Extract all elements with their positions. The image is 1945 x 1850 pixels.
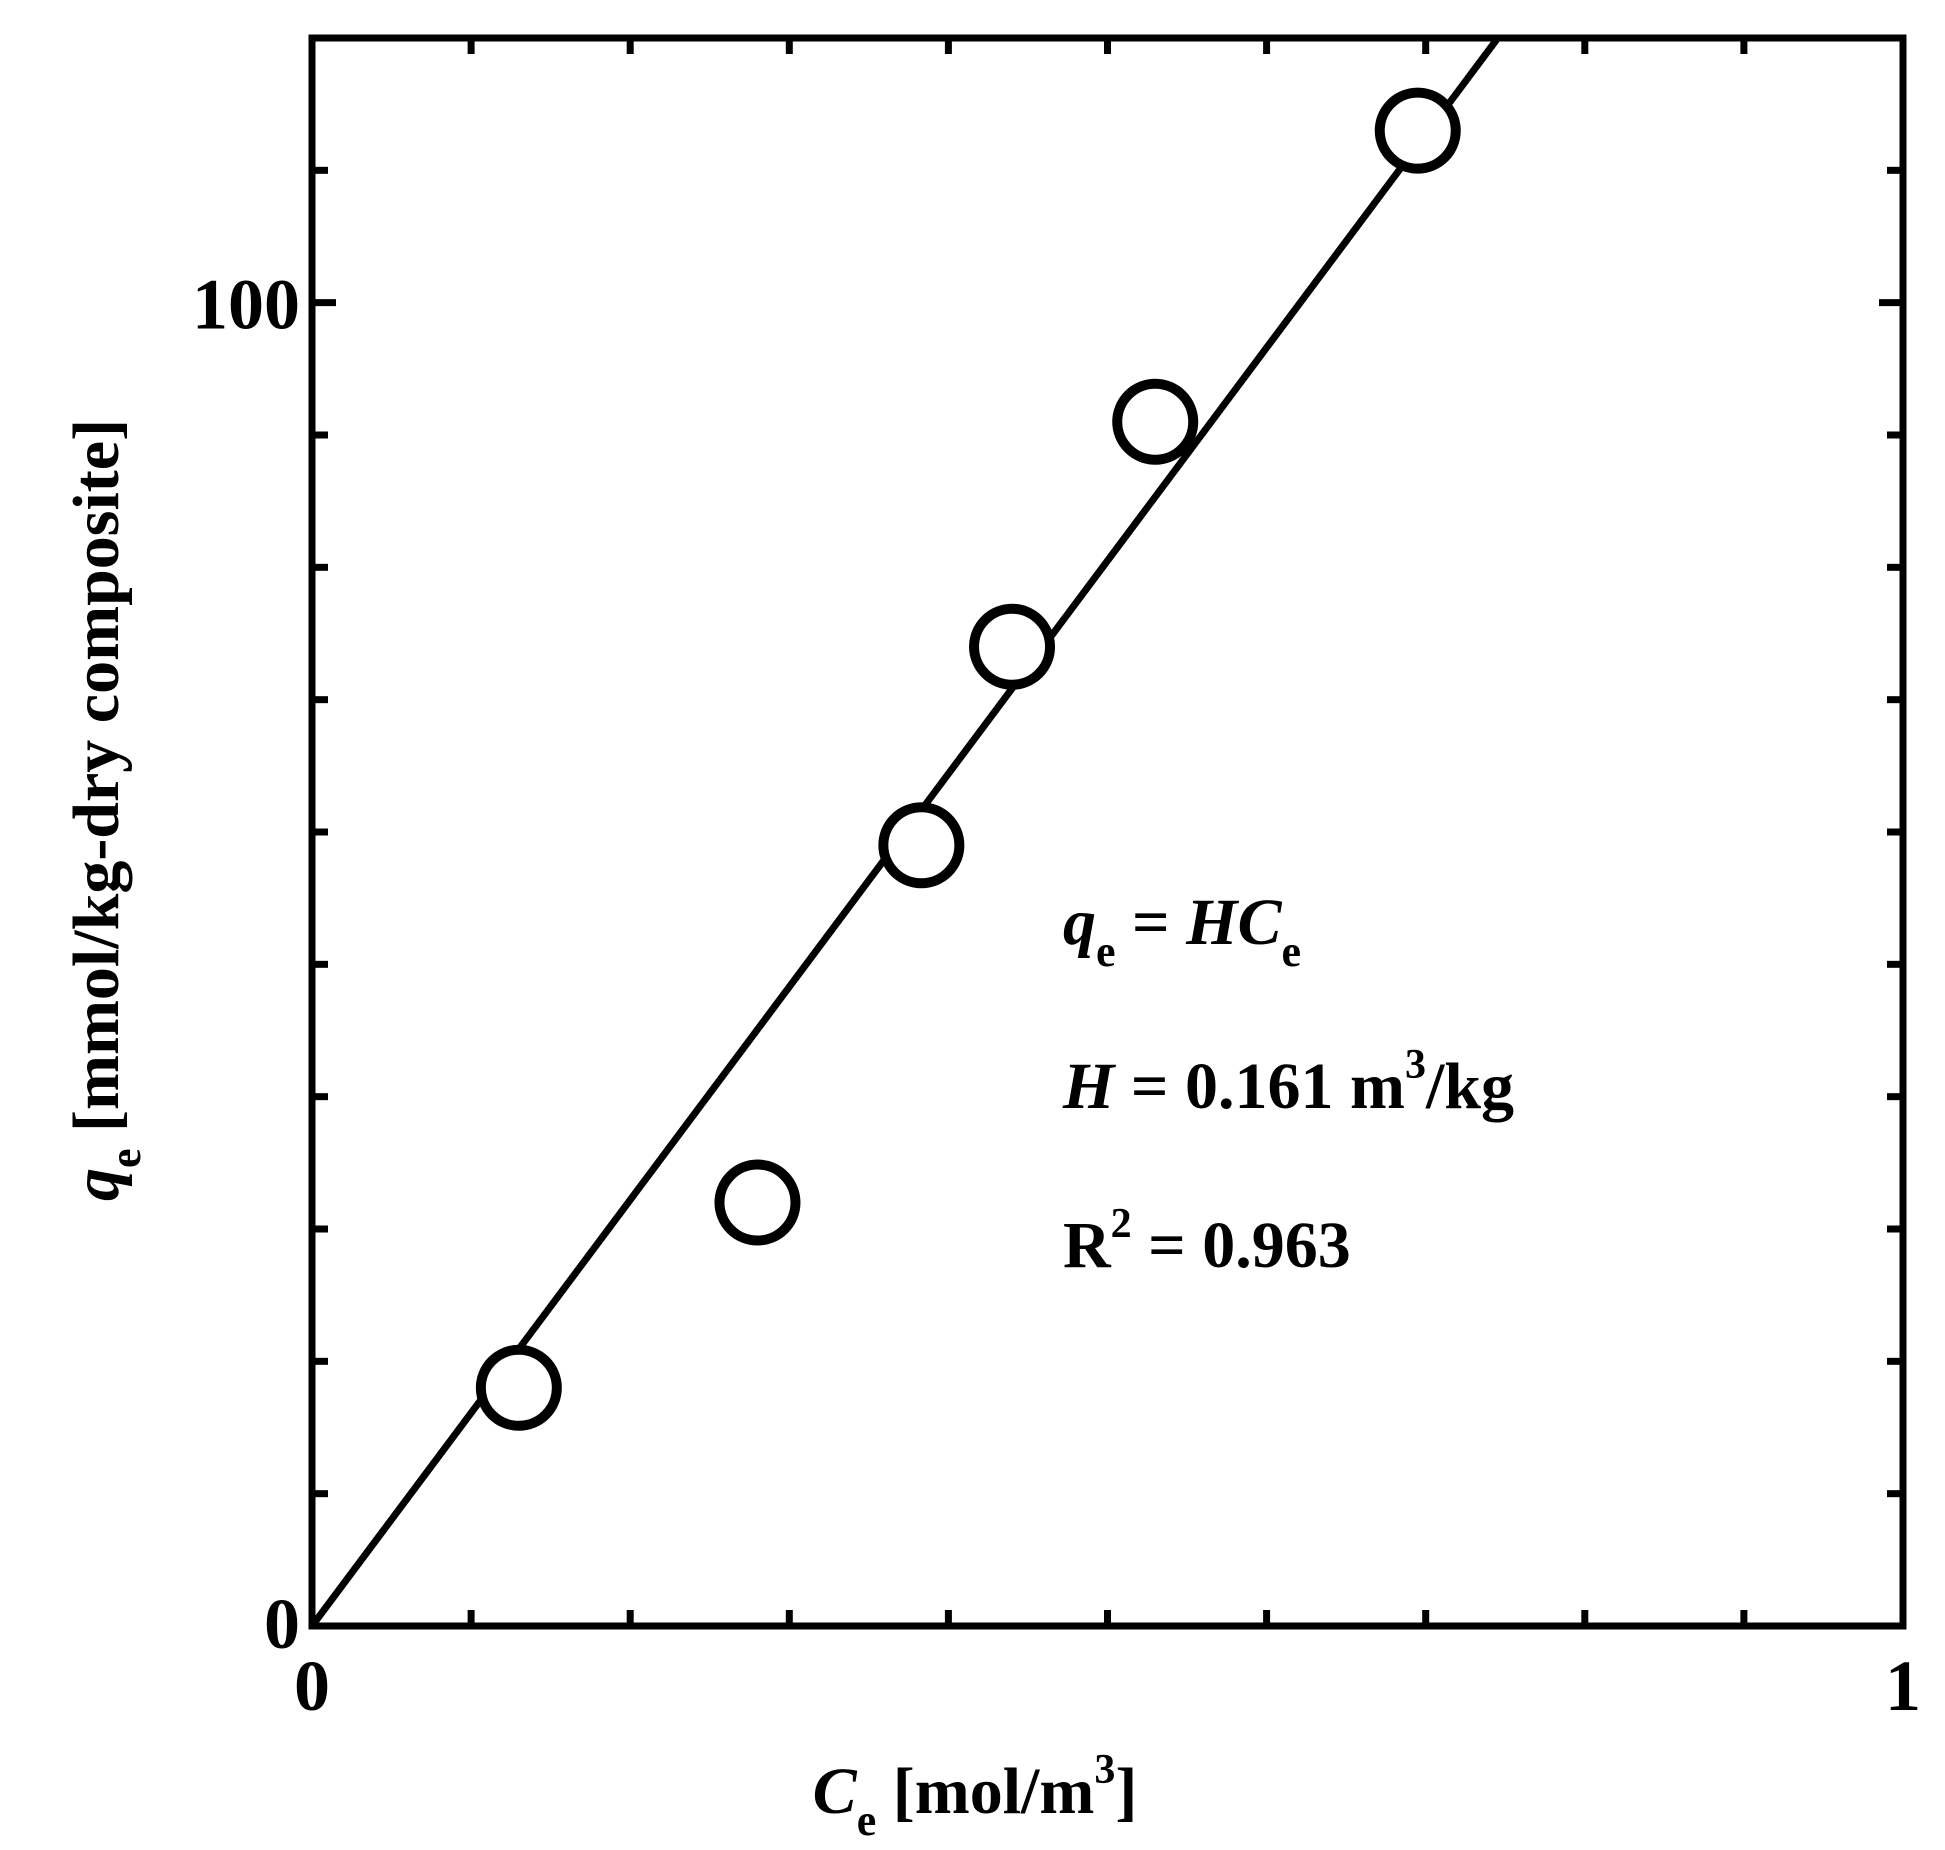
annotation-r-squared: R2 = 0.963 xyxy=(1063,1201,1351,1282)
x-axis-label-var: C xyxy=(813,1755,858,1828)
annotation-r-value: = 0.963 xyxy=(1132,1209,1351,1282)
annotation-h-unit: /kg xyxy=(1425,1050,1514,1123)
annotation-r-text: R xyxy=(1063,1209,1112,1282)
data-point-4 xyxy=(969,603,1056,690)
y-tick-label-0: 0 xyxy=(264,1584,300,1664)
annotation-h-sup: 3 xyxy=(1405,1042,1426,1088)
y-tick-label-1: 100 xyxy=(192,265,300,345)
annotation-eq-var2: HC xyxy=(1185,886,1282,959)
annotation-eq-sub1: e xyxy=(1096,927,1116,976)
annotation-h-text: = 0.161 m xyxy=(1114,1050,1405,1123)
annotation-eq-var1: q xyxy=(1063,886,1096,959)
annotation-r-sup: 2 xyxy=(1111,1201,1132,1247)
annotation-h-value: H = 0.161 m3/kg xyxy=(1062,1042,1514,1123)
data-point-1 xyxy=(475,1344,562,1431)
y-axis-label-unit: [mmol/kg-dry composite] xyxy=(60,419,133,1149)
x-tick-label-0: 0 xyxy=(294,1646,330,1726)
data-points xyxy=(475,87,1461,1431)
plot-frame xyxy=(308,34,1907,1630)
fit-annotation: qe = HCe H = 0.161 m3/kg R2 = 0.963 xyxy=(1062,886,1514,1282)
annotation-eq-sub2: e xyxy=(1282,927,1302,976)
y-axis-label-var: q xyxy=(60,1168,133,1201)
x-tick-label-1: 1 xyxy=(1885,1646,1921,1726)
data-point-3 xyxy=(878,802,965,889)
x-axis-label-unit-prefix: [mol/m xyxy=(876,1755,1094,1828)
y-axis-label: qe [mmol/kg-dry composite] xyxy=(60,419,150,1201)
data-point-2 xyxy=(714,1159,801,1246)
x-axis-label-unit-sup: 3 xyxy=(1094,1747,1115,1793)
x-axis-label-unit-suffix: ] xyxy=(1115,1755,1137,1828)
y-axis-label-sub: e xyxy=(101,1149,150,1169)
x-axis-label-sub: e xyxy=(857,1796,877,1845)
annotation-h-var: H xyxy=(1062,1050,1117,1123)
data-point-5 xyxy=(1112,378,1199,465)
x-axis-label: Ce [mol/m3] xyxy=(813,1747,1138,1845)
data-point-6 xyxy=(1374,87,1461,174)
annotation-equation: qe = HCe xyxy=(1063,886,1301,976)
annotation-eq-mid: = xyxy=(1116,886,1187,959)
